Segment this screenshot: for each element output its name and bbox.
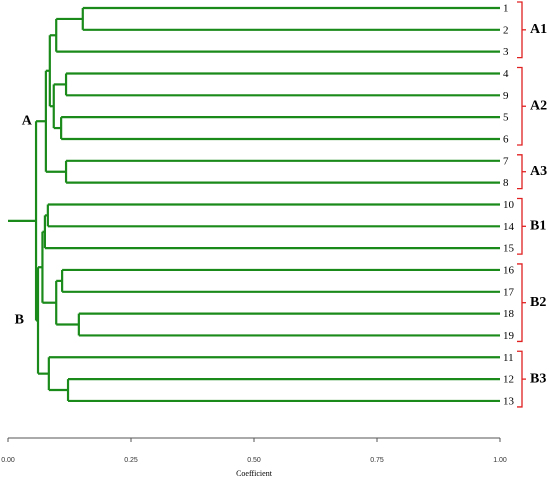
leaf-label: 8	[503, 177, 509, 189]
x-axis-label: Coefficient	[236, 469, 273, 478]
cluster-label: A	[22, 113, 33, 128]
leaf-label: 19	[503, 330, 515, 342]
group-bracket	[517, 350, 523, 408]
leaf-label: 10	[503, 199, 515, 211]
leaf-label: 17	[503, 286, 515, 298]
group-bracket	[517, 154, 523, 190]
group-bracket	[517, 197, 523, 255]
leaf-label: 16	[503, 264, 515, 276]
leaf-label: 3	[503, 46, 509, 58]
group-bracket	[517, 263, 523, 343]
leaf-label: 4	[503, 68, 509, 80]
leaf-label: 18	[503, 308, 515, 320]
leaf-label: 5	[503, 112, 509, 124]
group-label: B1	[530, 219, 546, 234]
leaf-label: 6	[503, 134, 509, 146]
leaf-label: 2	[503, 24, 509, 36]
group-label: B2	[530, 295, 546, 310]
leaf-label: 1	[503, 3, 509, 15]
group-label: A2	[530, 98, 547, 113]
x-tick-label: 0.00	[1, 457, 15, 464]
leaf-label: 13	[503, 395, 515, 407]
group-label: A1	[530, 22, 547, 37]
cluster-label: B	[15, 313, 24, 328]
leaf-label: 15	[503, 243, 515, 255]
group-bracket	[517, 66, 523, 146]
x-tick-label: 0.25	[124, 457, 138, 464]
leaf-label: 12	[503, 374, 514, 386]
x-tick-label: 0.50	[247, 457, 261, 464]
group-label: A3	[530, 164, 547, 179]
leaf-label: 14	[503, 221, 515, 233]
group-label: B3	[530, 371, 546, 386]
group-bracket	[517, 1, 523, 59]
x-tick-label: 1.00	[493, 457, 507, 464]
leaf-label: 11	[503, 352, 514, 364]
leaf-label: 9	[503, 90, 509, 102]
x-tick-label: 0.75	[370, 457, 384, 464]
leaf-label: 7	[503, 155, 509, 167]
